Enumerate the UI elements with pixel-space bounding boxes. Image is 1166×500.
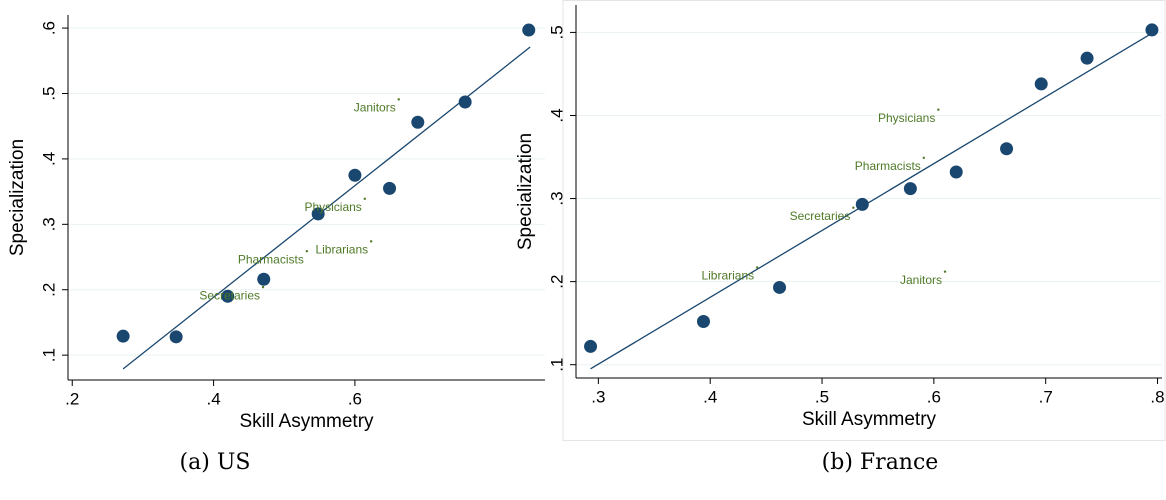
y-tick-label: .3 <box>547 191 566 205</box>
annotation-label: Janitors <box>900 273 942 287</box>
annotation-label: Secretaries <box>790 209 851 223</box>
point <box>949 165 963 179</box>
annotation-point <box>852 206 855 209</box>
annotation-label: Librarians <box>315 242 368 256</box>
y-tick-label: .1 <box>547 358 566 372</box>
annotation-point <box>755 266 759 269</box>
x-axis-title: Skill Asymmetry <box>239 411 374 432</box>
annotation-point <box>261 285 265 289</box>
point <box>855 197 869 211</box>
panel-frame <box>562 0 1166 441</box>
point <box>411 115 425 129</box>
annotation-point <box>397 98 400 101</box>
y-tick-label: .2 <box>39 283 58 297</box>
point <box>696 315 710 329</box>
point <box>348 168 362 182</box>
y-tick-label: .3 <box>39 217 58 231</box>
annotation-label: Physicians <box>304 200 361 214</box>
point <box>522 23 536 37</box>
annotation-point <box>922 156 925 160</box>
point <box>773 280 787 294</box>
point <box>1145 23 1159 37</box>
y-tick-label: .5 <box>39 86 58 100</box>
x-tick-label: .4 <box>703 387 717 406</box>
y-tick-label: .4 <box>547 108 566 122</box>
annotation-label: Secretaries <box>199 288 260 302</box>
point <box>311 207 325 221</box>
fit-line <box>590 29 1158 370</box>
point <box>1000 142 1014 156</box>
x-tick-label: .2 <box>65 389 79 408</box>
point <box>221 289 235 303</box>
y-tick-label: .5 <box>547 25 566 39</box>
y-tick-label: .6 <box>39 21 58 35</box>
x-axis-title: Skill Asymmetry <box>802 409 937 430</box>
annotation-point <box>937 108 940 111</box>
point <box>257 272 271 286</box>
annotation-label: Physicians <box>878 111 935 125</box>
point <box>1034 77 1048 91</box>
x-tick-label: .6 <box>927 387 941 406</box>
point <box>584 339 598 353</box>
y-tick-label: .1 <box>39 348 58 362</box>
annotation-point <box>305 249 309 253</box>
point <box>903 182 917 196</box>
annotation-label: Pharmacists <box>855 159 921 173</box>
annotation-point <box>363 197 366 201</box>
y-axis-title: Specialization <box>515 133 536 250</box>
x-tick-label: .5 <box>815 387 829 406</box>
y-tick-label: .2 <box>547 275 566 289</box>
x-tick-label: .6 <box>348 389 362 408</box>
point <box>169 330 183 344</box>
point <box>116 329 130 343</box>
x-tick-label: .3 <box>591 387 605 406</box>
annotation-label: Pharmacists <box>238 252 304 266</box>
x-tick-label: .7 <box>1039 387 1053 406</box>
y-axis-title: Specialization <box>7 139 28 256</box>
annotation-label: Librarians <box>701 269 754 283</box>
annotation-point <box>943 270 947 273</box>
caption: (b) France <box>822 450 939 475</box>
point <box>1080 51 1094 65</box>
annotation-point <box>369 240 373 243</box>
y-tick-label: .4 <box>39 152 58 166</box>
annotation-label: Janitors <box>354 101 396 115</box>
caption: (a) US <box>180 450 251 475</box>
point <box>383 181 397 195</box>
x-tick-label: .8 <box>1150 387 1164 406</box>
point <box>458 95 472 109</box>
x-tick-label: .4 <box>206 389 220 408</box>
